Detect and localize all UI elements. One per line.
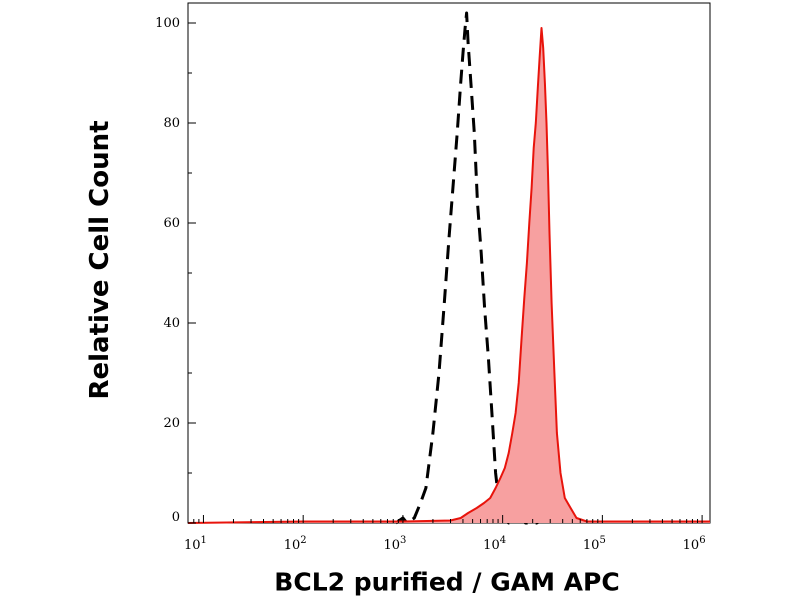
series-line-0 (395, 11, 556, 525)
x-axis-label: BCL2 purified / GAM APC (274, 567, 620, 597)
y-tick-label: 80 (163, 116, 180, 131)
x-tick-label: 101 (184, 535, 207, 553)
x-tick-label: 105 (583, 535, 606, 553)
y-tick-label: 100 (155, 16, 180, 31)
series-fill-1 (188, 28, 710, 523)
y-tick-label: 0 (172, 510, 180, 525)
y-tick-label: 40 (163, 316, 180, 331)
y-tick-label: 60 (163, 216, 180, 231)
x-tick-label: 102 (284, 535, 307, 553)
plot-area: 101 102 103 104 105 106 0 20 40 60 80 100 (155, 2, 711, 553)
x-tick-label: 103 (383, 535, 406, 553)
plot-frame (187, 2, 711, 524)
y-axis-label: Relative Cell Count (85, 120, 115, 400)
x-tick-label: 106 (683, 535, 706, 553)
y-tick-label: 20 (163, 416, 180, 431)
series-line-1 (187, 27, 710, 524)
x-tick-label: 104 (483, 535, 506, 553)
